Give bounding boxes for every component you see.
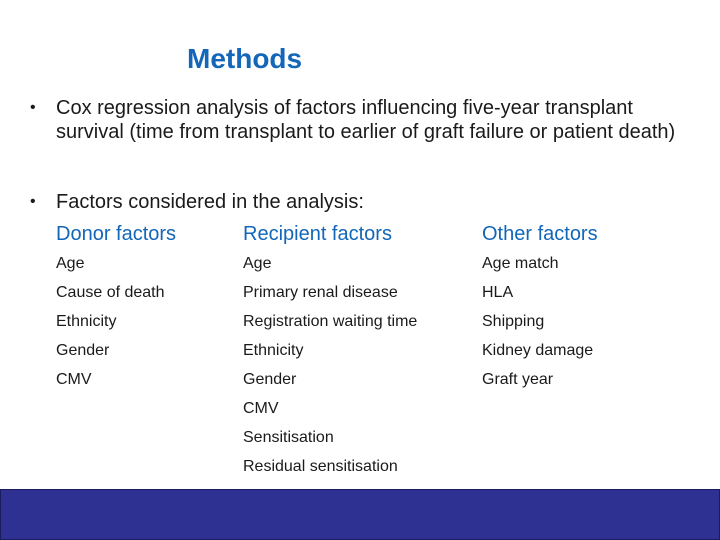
factor-item: Age (56, 255, 85, 272)
footer-bar (0, 489, 720, 540)
bullet-text: Factors considered in the analysis: (56, 191, 364, 213)
factor-item: Residual sensitisation (243, 458, 398, 475)
factor-item: Gender (56, 342, 110, 359)
factor-item: Kidney damage (482, 342, 594, 359)
column-header: Other factors (482, 223, 598, 245)
factor-item: HLA (482, 284, 514, 301)
bullet-text: Cox regression analysis of factors influ… (56, 97, 676, 143)
factor-item: CMV (243, 400, 279, 417)
bullet-symbol: • (30, 193, 36, 210)
factor-item: Shipping (482, 313, 545, 330)
slide-title: Methods (187, 43, 303, 74)
factor-item: Age (243, 255, 272, 272)
bullet-symbol: • (30, 99, 36, 116)
factor-item: Cause of death (56, 284, 165, 301)
recipient-factors-column: Recipient factors Age Primary renal dise… (243, 222, 417, 486)
factor-item: Sensitisation (243, 429, 334, 446)
column-header: Recipient factors (243, 223, 392, 245)
factor-item: Graft year (482, 371, 554, 388)
donor-factors-column: Donor factors Age Cause of death Ethnici… (56, 222, 176, 399)
factor-item: Registration waiting time (243, 313, 418, 330)
column-header: Donor factors (56, 223, 177, 245)
other-factors-column: Other factors Age match HLA Shipping Kid… (482, 222, 598, 399)
factor-item: Gender (243, 371, 297, 388)
factor-item: Ethnicity (56, 313, 117, 330)
factor-item: CMV (56, 371, 92, 388)
factor-item: Primary renal disease (243, 284, 398, 301)
factor-item: Ethnicity (243, 342, 304, 359)
factor-item: Age match (482, 255, 559, 272)
